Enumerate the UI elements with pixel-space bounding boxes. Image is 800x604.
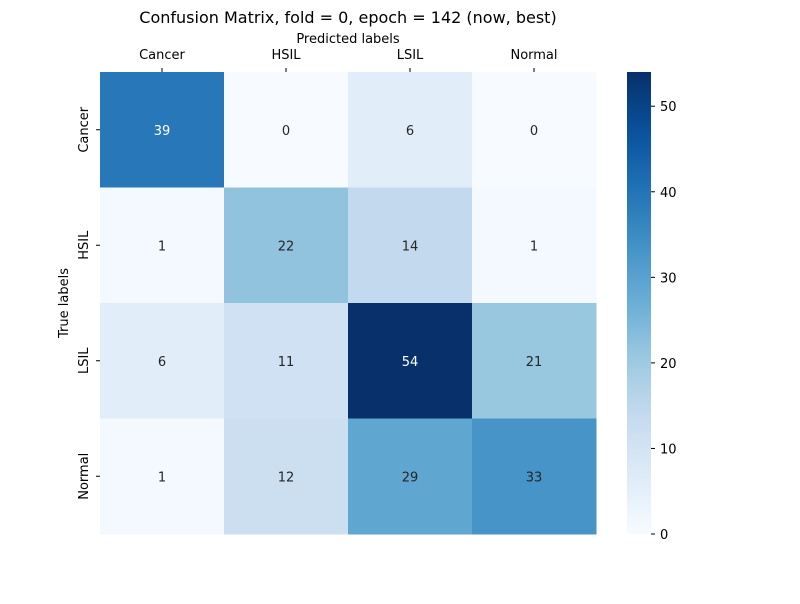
heatmap-cell — [224, 303, 349, 419]
cell-value-label: 11 — [278, 355, 295, 370]
cell-value-label: 0 — [282, 124, 290, 139]
heatmap-cell — [100, 303, 225, 419]
y-axis-label: True labels — [57, 268, 72, 339]
heatmap-cell — [472, 187, 597, 304]
cell-value-label: 6 — [158, 355, 166, 370]
cell-value-label: 33 — [526, 470, 543, 485]
colorbar-tick-label: 10 — [660, 442, 677, 457]
y-tick-label: HSIL — [77, 230, 92, 260]
x-axis-label: Predicted labels — [296, 32, 400, 47]
heatmap-cell — [100, 418, 225, 535]
cell-value-label: 54 — [402, 355, 419, 370]
colorbar: 0 10 20 30 40 50 — [627, 72, 677, 543]
cell-value-label: 22 — [278, 239, 295, 254]
x-tick-label: LSIL — [397, 48, 424, 63]
heatmap-cell — [224, 418, 349, 535]
cell-value-label: 1 — [158, 239, 166, 254]
colorbar-tick-label: 20 — [660, 357, 677, 372]
x-tick-label: Cancer — [139, 48, 185, 63]
heatmap-cell — [224, 187, 349, 304]
x-tick-labels: Cancer HSIL LSIL Normal — [139, 48, 558, 72]
cell-value-label: 21 — [526, 355, 543, 370]
cell-value-label: 1 — [530, 239, 538, 254]
heatmap-cell — [348, 72, 473, 188]
heatmap-cell — [472, 418, 597, 535]
y-tick-label: Normal — [77, 453, 92, 500]
y-tick-label: Cancer — [77, 106, 92, 152]
heatmap-cell — [348, 303, 473, 419]
heatmap-cell — [100, 72, 225, 188]
cell-value-label: 6 — [406, 124, 414, 139]
cell-value-label: 39 — [154, 124, 171, 139]
colorbar-tick-label: 50 — [660, 100, 677, 115]
cell-value-label: 12 — [278, 470, 295, 485]
heatmap-cell — [348, 418, 473, 535]
cell-value-label: 1 — [158, 470, 166, 485]
heatmap-cell — [348, 187, 473, 304]
cell-value-label: 29 — [402, 470, 419, 485]
heatmap-cells — [100, 72, 597, 535]
heatmap-annotations: 39 0 6 0 1 22 14 1 6 11 54 21 1 12 29 33 — [154, 124, 543, 486]
x-tick-label: HSIL — [271, 48, 301, 63]
colorbar-tick-label: 40 — [660, 186, 677, 201]
chart-title: Confusion Matrix, fold = 0, epoch = 142 … — [139, 8, 556, 27]
colorbar-gradient — [627, 72, 651, 534]
heatmap-cell — [224, 72, 349, 188]
y-tick-label: LSIL — [77, 347, 92, 374]
x-tick-label: Normal — [510, 48, 557, 63]
y-tick-labels: Cancer HSIL LSIL Normal — [77, 106, 100, 500]
heatmap-cell — [100, 187, 225, 304]
cell-value-label: 14 — [402, 239, 419, 254]
heatmap-cell — [472, 303, 597, 419]
heatmap-cell — [472, 72, 597, 188]
cell-value-label: 0 — [530, 124, 538, 139]
colorbar-tick-label: 30 — [660, 271, 677, 286]
colorbar-tick-label: 0 — [660, 528, 668, 543]
